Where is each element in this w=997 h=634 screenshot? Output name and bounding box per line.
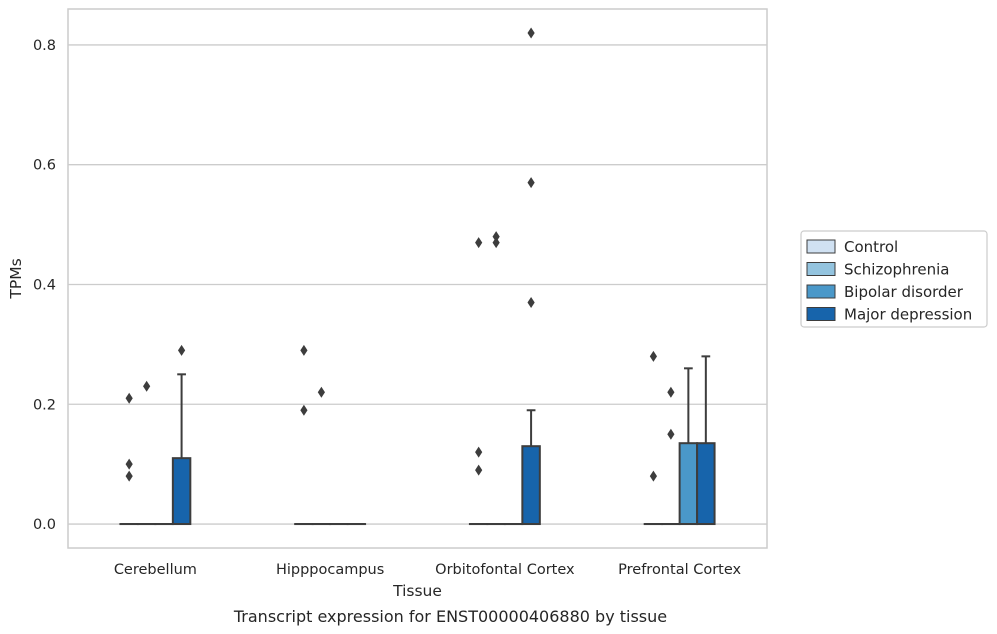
- box-group: [468, 27, 541, 526]
- x-axis-label: Tissue: [392, 582, 442, 600]
- box: [678, 442, 699, 526]
- outlier-point: [125, 392, 133, 404]
- outlier-point: [649, 350, 658, 362]
- grid-lines: [68, 44, 767, 525]
- legend-label: Major depression: [844, 306, 972, 324]
- legend-label: Schizophrenia: [844, 261, 949, 279]
- box-groups: [119, 27, 716, 526]
- y-tick-label: 0.8: [33, 38, 56, 54]
- outlier-point: [300, 344, 308, 356]
- box: [696, 442, 716, 526]
- legend-swatch: [806, 307, 836, 321]
- outlier-point: [492, 231, 500, 243]
- legend-item: Bipolar disorder: [806, 283, 964, 301]
- box: [171, 457, 192, 526]
- plot-frame: [67, 8, 768, 549]
- y-tick-label: 0.6: [33, 158, 56, 174]
- outlier-point: [143, 380, 151, 392]
- outlier-point: [527, 296, 535, 308]
- outlier-point: [667, 428, 675, 440]
- outlier-point: [492, 237, 500, 249]
- y-tick-label: 0.4: [33, 277, 56, 293]
- legend-item: Control: [806, 238, 898, 256]
- box-group: [294, 344, 367, 526]
- x-tick-label: Cerebellum: [114, 562, 197, 578]
- outlier-point: [475, 446, 483, 458]
- legend-label: Control: [844, 238, 898, 256]
- y-tick-label: 0.0: [33, 517, 56, 533]
- legend-swatch: [806, 262, 836, 276]
- y-axis-label: TPMs: [7, 258, 25, 299]
- x-tick-label: Hipppocampus: [276, 562, 384, 578]
- x-axis-ticks: Cerebellum Hipppocampus Orbitofontal Corte…: [114, 562, 742, 578]
- legend: Control Schizophrenia Bipolar disorder Majo…: [800, 230, 988, 328]
- outlier-point: [300, 404, 308, 416]
- outlier-point: [475, 237, 483, 249]
- legend-label: Bipolar disorder: [844, 283, 964, 301]
- legend-item: Schizophrenia: [806, 261, 949, 279]
- x-tick-label: Prefrontal Cortex: [618, 562, 741, 578]
- outlier-point: [649, 470, 658, 482]
- y-axis-ticks: 0.0 0.2 0.4 0.6 0.8: [33, 38, 56, 533]
- legend-frame: [800, 230, 988, 328]
- legend-swatch: [806, 239, 836, 254]
- outlier-point: [125, 470, 133, 482]
- outlier-point: [667, 386, 675, 398]
- box-group: [119, 344, 192, 526]
- x-tick-label: Orbitofontal Cortex: [435, 562, 575, 578]
- legend-swatch: [806, 284, 836, 299]
- outlier-point: [527, 177, 535, 189]
- chart-caption: Transcript expression for ENST0000040688…: [233, 607, 667, 626]
- legend-item: Major depression: [806, 306, 972, 324]
- y-tick-label: 0.2: [33, 397, 56, 413]
- outlier-point: [317, 386, 325, 398]
- outlier-point: [177, 344, 186, 356]
- outlier-point: [527, 27, 535, 39]
- outlier-point: [475, 464, 483, 476]
- box-group: [643, 350, 716, 526]
- outlier-point: [125, 458, 133, 470]
- box: [521, 445, 541, 526]
